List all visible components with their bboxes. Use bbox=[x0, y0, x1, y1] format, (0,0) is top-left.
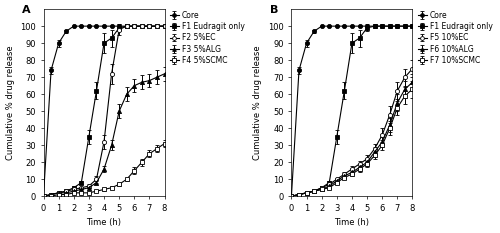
Legend: Core, F1 Eudragit only, F5 10%EC, F6 10%ALG, F7 10%SCMC: Core, F1 Eudragit only, F5 10%EC, F6 10%… bbox=[416, 9, 494, 66]
Text: A: A bbox=[22, 5, 30, 15]
Y-axis label: Cumulative % drug release: Cumulative % drug release bbox=[6, 45, 15, 160]
X-axis label: Time (h): Time (h) bbox=[334, 219, 370, 227]
X-axis label: Time (h): Time (h) bbox=[86, 219, 122, 227]
Y-axis label: Cumulative % drug release: Cumulative % drug release bbox=[254, 45, 262, 160]
Text: B: B bbox=[270, 5, 278, 15]
Legend: Core, F1 Eudragit only, F2 5%EC, F3 5%ALG, F4 5%SCMC: Core, F1 Eudragit only, F2 5%EC, F3 5%AL… bbox=[168, 9, 246, 66]
